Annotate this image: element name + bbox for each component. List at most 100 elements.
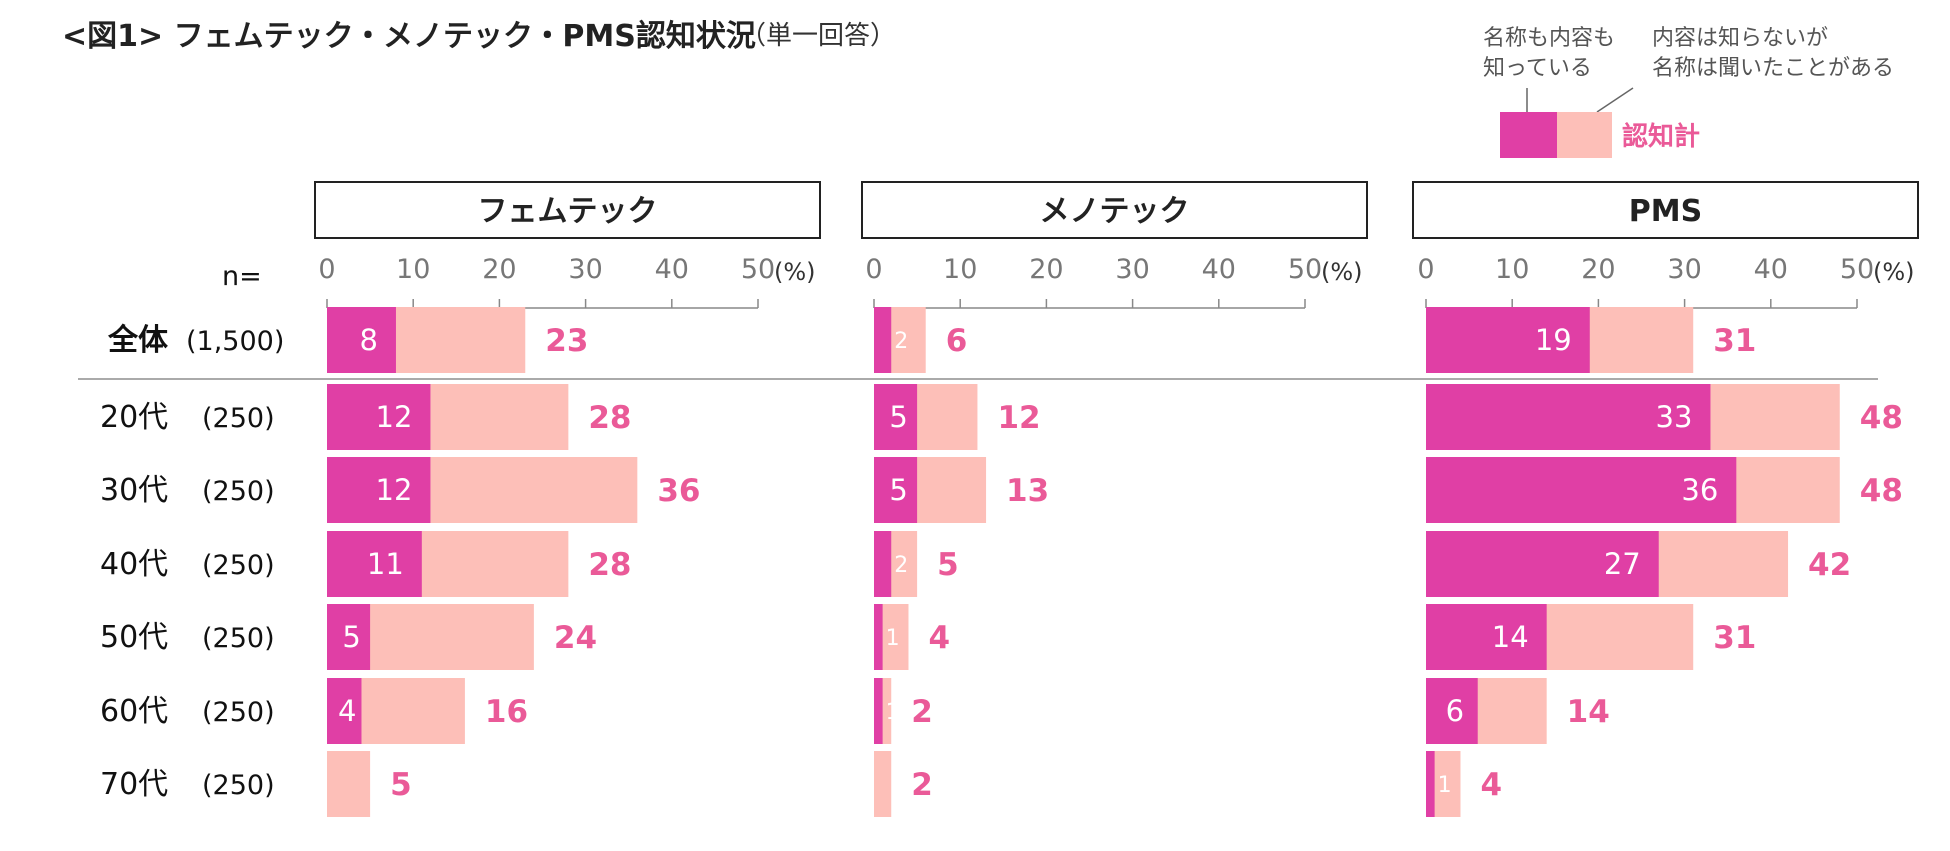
row-labels: 全体 (1,500) 20代 (250) 30代 (250) 40代 (250) 50代 (250… (100, 323, 284, 802)
bar-total-value: 2 (911, 694, 933, 730)
legend-total-label: 認知計 (1622, 121, 1700, 152)
bar-known (327, 604, 371, 670)
bar-known (874, 604, 883, 670)
bar-known (327, 531, 422, 597)
row-n-label: (250) (202, 403, 275, 434)
x-tick-label: 0 (318, 254, 335, 285)
bar-total-value: 4 (1480, 767, 1502, 803)
x-tick-label: 40 (655, 254, 689, 285)
bar-known (327, 307, 396, 373)
bar-total-value: 6 (946, 323, 968, 359)
row-label: 40代 (100, 547, 168, 582)
row-n-label: (1,500) (186, 326, 284, 357)
bar-total-value: 28 (588, 547, 631, 583)
bar-total-value: 31 (1713, 620, 1756, 656)
bar-known (1426, 751, 1435, 817)
x-tick-label: 20 (1581, 254, 1615, 285)
row-label: 70代 (100, 767, 168, 802)
row-n-label: (250) (202, 550, 275, 581)
bar-known-value: 1 (1438, 773, 1452, 798)
bar-known (874, 457, 918, 523)
bar-known-value: 12 (376, 473, 413, 507)
bar-total-value: 13 (1006, 473, 1049, 509)
legend-heard-label-2: 名称は聞いたことがある (1652, 56, 1894, 81)
bar-known-value: 2 (894, 553, 908, 578)
legend-heard-swatch (1557, 112, 1612, 158)
row-label: 20代 (100, 400, 168, 435)
legend-heard-label: 内容は知らないが (1652, 26, 1828, 51)
row-label: 30代 (100, 473, 168, 508)
bar-known-value: 14 (1492, 620, 1529, 654)
x-tick-label: 50 (1288, 254, 1322, 285)
panel-title-box (861, 181, 1368, 239)
bar-total-value: 5 (390, 767, 412, 803)
x-tick-label: 30 (1667, 254, 1701, 285)
bar-known (874, 384, 918, 450)
legend-known-label-2: 知っている (1483, 56, 1592, 81)
bar-total-value: 4 (928, 620, 950, 656)
bar-total-value: 48 (1860, 400, 1903, 436)
x-tick-label: 30 (568, 254, 602, 285)
bar-known (1426, 384, 1711, 450)
bar-total-value: 31 (1713, 323, 1756, 359)
panel-title-box (1412, 181, 1919, 239)
row-label: 60代 (100, 694, 168, 729)
bar-total-value: 42 (1808, 547, 1851, 583)
panel: フェムテック 0 10 20 30 40 50(%) 8 23 12 28 12 36 11 28 5 24 4 1… (314, 181, 821, 817)
bar-known (327, 678, 362, 744)
bar-total-value: 2 (911, 767, 933, 803)
bar-total-value: 12 (997, 400, 1040, 436)
bar-known (327, 457, 431, 523)
bar-known-value: 36 (1681, 473, 1718, 507)
bar-known (1426, 604, 1547, 670)
bar-total-value: 5 (937, 547, 959, 583)
bar-known (874, 307, 892, 373)
bar-known (874, 531, 892, 597)
x-tick-label: 40 (1754, 254, 1788, 285)
bar-known-value: 27 (1604, 547, 1641, 581)
x-unit-label: (%) (774, 258, 816, 286)
bar-total-value: 24 (554, 620, 597, 656)
bar-known-value: 33 (1656, 400, 1693, 434)
bar-known-value: 8 (360, 323, 378, 357)
x-tick-label: 10 (396, 254, 430, 285)
x-unit-label: (%) (1873, 258, 1915, 286)
x-tick-label: 30 (1115, 254, 1149, 285)
x-tick-label: 10 (943, 254, 977, 285)
bar-known-value: 1 (886, 626, 900, 651)
legend-heard-leader (1596, 87, 1634, 113)
row-n-label: (250) (202, 697, 275, 728)
row-label: 50代 (100, 620, 168, 655)
bar-known-value: 12 (376, 400, 413, 434)
x-tick-label: 20 (1029, 254, 1063, 285)
bar-total-value: 28 (588, 400, 631, 436)
legend-known-swatch (1500, 112, 1557, 158)
x-tick-label: 20 (482, 254, 516, 285)
chart-title-sub: （単一回答） (740, 21, 896, 51)
bar-total-value: 36 (657, 473, 700, 509)
bar-known (327, 384, 431, 450)
bar-total-value: 23 (545, 323, 588, 359)
bar-total-value: 14 (1567, 694, 1610, 730)
bar-known-value: 5 (342, 620, 360, 654)
bar-known-value: 19 (1535, 323, 1572, 357)
bar-known-value: 4 (338, 694, 356, 728)
bar-known (874, 678, 883, 744)
chart-title: <図1> フェムテック・メノテック・PMS認知状況 (62, 19, 756, 54)
panel-title: PMS (1629, 194, 1702, 229)
bar-known (1426, 457, 1737, 523)
bar-known-value: 6 (1446, 694, 1464, 728)
bar-known-value: 11 (367, 547, 404, 581)
panel-title: メノテック (1040, 194, 1190, 229)
legend: 名称も内容も 知っている 内容は知らないが 名称は聞いたことがある 認知計 (1483, 26, 1894, 158)
bar-heard (327, 751, 371, 817)
panel-title-box (314, 181, 821, 239)
bar-known (1426, 678, 1478, 744)
panel-title: フェムテック (478, 194, 658, 229)
bar-known (1426, 531, 1659, 597)
legend-known-label: 名称も内容も (1483, 26, 1615, 51)
row-n-label: (250) (202, 623, 275, 654)
